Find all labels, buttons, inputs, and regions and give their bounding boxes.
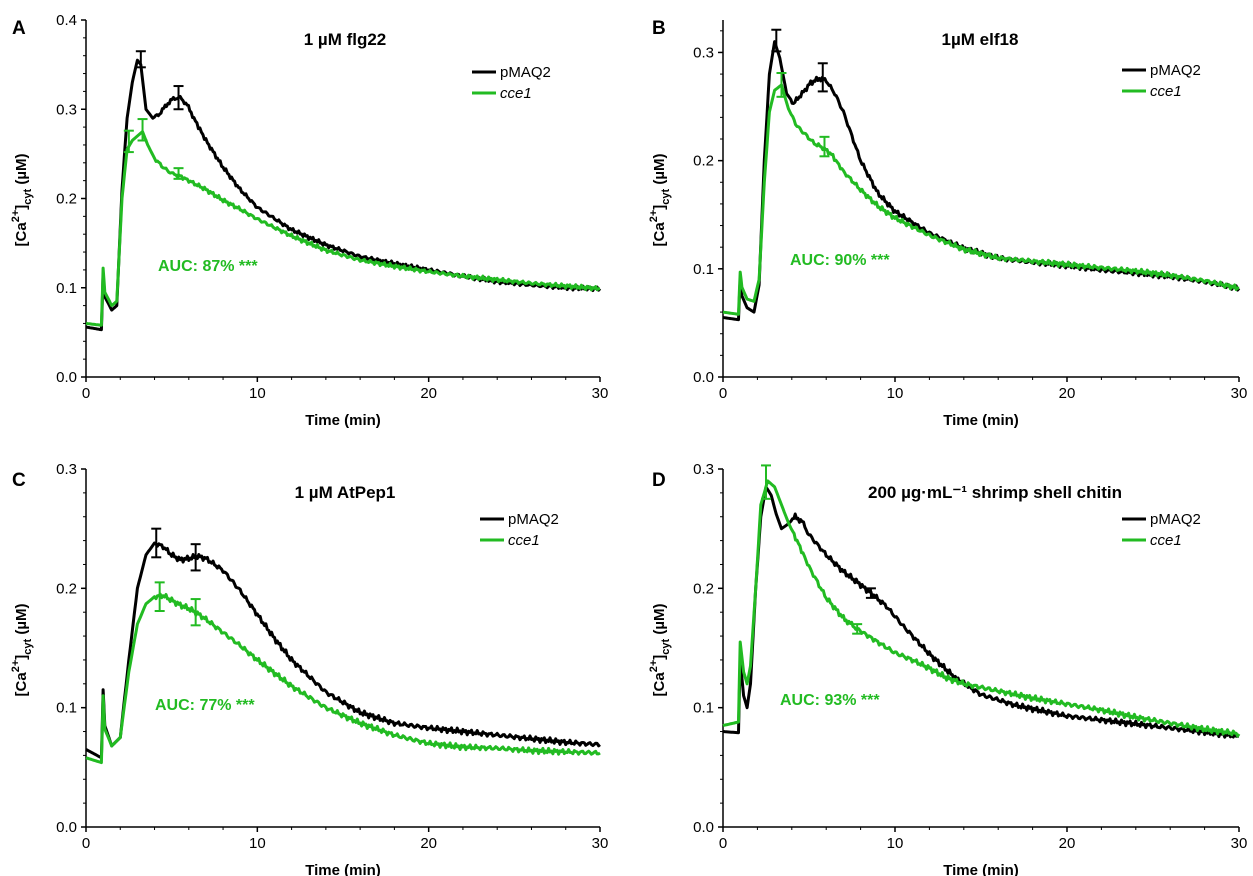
x-tick-label: 0 <box>719 385 727 402</box>
legend-label: cce1 <box>1150 83 1182 100</box>
legend: pMAQ2 cce1 <box>472 64 551 102</box>
x-axis-title: Time (min) <box>305 862 381 876</box>
auc-annotation: AUC: 77% *** <box>155 697 255 714</box>
y-tick-label: 0.3 <box>56 101 77 118</box>
x-tick-label: 0 <box>719 835 727 852</box>
y-tick-label: 0.2 <box>56 191 77 208</box>
legend-label: pMAQ2 <box>500 64 551 81</box>
legend-label: pMAQ2 <box>1150 511 1201 528</box>
y-tick-label: 0.3 <box>693 44 714 61</box>
x-tick-label: 0 <box>82 385 90 402</box>
x-tick-label: 10 <box>887 385 904 402</box>
error-bar <box>154 581 165 613</box>
y-tick-label: 0.2 <box>693 153 714 170</box>
error-bar <box>137 118 148 142</box>
x-tick-label: 10 <box>249 385 266 402</box>
series-line-cce1 <box>722 83 1240 316</box>
legend-label: pMAQ2 <box>508 511 559 528</box>
panel-letter: D <box>652 470 666 491</box>
y-axis-title: [Ca2+]cyt (µM) <box>648 154 672 247</box>
chart-title: 1 µM AtPep1 <box>295 483 396 502</box>
panel-letter: C <box>12 470 26 491</box>
x-axis-title: Time (min) <box>943 862 1019 876</box>
error-bar <box>190 543 201 572</box>
error-bar <box>173 85 184 111</box>
y-tick-label: 0.4 <box>56 12 77 29</box>
auc-annotation: AUC: 90% *** <box>790 252 890 269</box>
y-axis-title: [Ca2+]cyt (µM) <box>648 604 672 697</box>
error-bar <box>151 527 162 559</box>
y-tick-label: 0.2 <box>693 580 714 597</box>
legend: pMAQ2 cce1 <box>480 511 559 549</box>
x-tick-label: 0 <box>82 835 90 852</box>
error-bar <box>190 598 201 627</box>
y-tick-label: 0.0 <box>56 369 77 386</box>
auc-annotation: AUC: 87% *** <box>158 258 258 275</box>
error-bar <box>865 587 876 599</box>
y-tick-label: 0.0 <box>693 819 714 836</box>
x-tick-label: 20 <box>1059 385 1076 402</box>
y-axis-title: [Ca2+]cyt (µM) <box>10 604 34 697</box>
series-line-pmaq2 <box>722 485 1240 739</box>
y-tick-label: 0.0 <box>693 369 714 386</box>
legend-label: cce1 <box>500 85 532 102</box>
error-bar <box>819 135 830 158</box>
chart-title: 1µM elf18 <box>942 30 1019 49</box>
x-tick-label: 30 <box>592 835 609 852</box>
x-tick-label: 20 <box>420 835 437 852</box>
chart-title: 200 µg·mL⁻¹ shrimp shell chitin <box>868 483 1122 502</box>
legend-label: cce1 <box>1150 532 1182 549</box>
error-bar <box>776 72 787 98</box>
x-axis-title: Time (min) <box>943 412 1019 429</box>
y-tick-label: 0.1 <box>693 700 714 717</box>
error-bar <box>771 28 782 53</box>
error-bar <box>761 464 771 500</box>
error-bar <box>173 167 184 180</box>
x-tick-label: 10 <box>887 835 904 852</box>
legend-label: cce1 <box>508 532 540 549</box>
y-tick-label: 0.0 <box>56 819 77 836</box>
x-tick-label: 20 <box>420 385 437 402</box>
error-bar <box>817 62 828 93</box>
x-tick-label: 30 <box>1231 385 1248 402</box>
y-tick-label: 0.3 <box>693 461 714 478</box>
y-tick-label: 0.1 <box>56 280 77 297</box>
series-line-cce1 <box>85 592 601 765</box>
x-tick-label: 20 <box>1059 835 1076 852</box>
series-line-cce1 <box>722 479 1241 738</box>
error-bar <box>135 50 146 69</box>
y-tick-label: 0.3 <box>56 461 77 478</box>
chart-panel-c: C 0 10 20 30 0.0 0.1 0.2 0.3 Time (min) [Ca2+]cyt … <box>10 461 608 876</box>
series-line-pmaq2 <box>85 541 601 760</box>
panel-letter: B <box>652 18 666 39</box>
legend: pMAQ2 cce1 <box>1122 511 1201 549</box>
legend: pMAQ2 cce1 <box>1122 62 1201 100</box>
chart-panel-a: A 0 10 20 30 0.0 0.1 0.2 0.3 0.4 Time (min) [Ca2+]c… <box>10 12 608 429</box>
panel-letter: A <box>12 18 26 39</box>
chart-panel-d: D 0 10 20 30 0.0 0.1 0.2 0.3 Time (min) [Ca2+]cyt … <box>648 461 1247 876</box>
y-axis-title: [Ca2+]cyt (µM) <box>10 154 34 247</box>
auc-annotation: AUC: 93% *** <box>780 692 880 709</box>
y-tick-label: 0.1 <box>56 700 77 717</box>
chart-panel-b: B 0 10 20 30 0.0 0.1 0.2 0.3 Time (min) [Ca2+]cyt … <box>648 18 1247 429</box>
x-tick-label: 10 <box>249 835 266 852</box>
x-tick-label: 30 <box>1231 835 1248 852</box>
legend-label: pMAQ2 <box>1150 62 1201 79</box>
x-axis-title: Time (min) <box>305 412 381 429</box>
x-tick-label: 30 <box>592 385 609 402</box>
error-bar <box>123 129 134 154</box>
error-bar <box>852 623 863 635</box>
chart-title: 1 µM flg22 <box>304 30 387 49</box>
series-line-cce1 <box>85 130 601 327</box>
y-tick-label: 0.2 <box>56 580 77 597</box>
y-tick-label: 0.1 <box>693 261 714 278</box>
